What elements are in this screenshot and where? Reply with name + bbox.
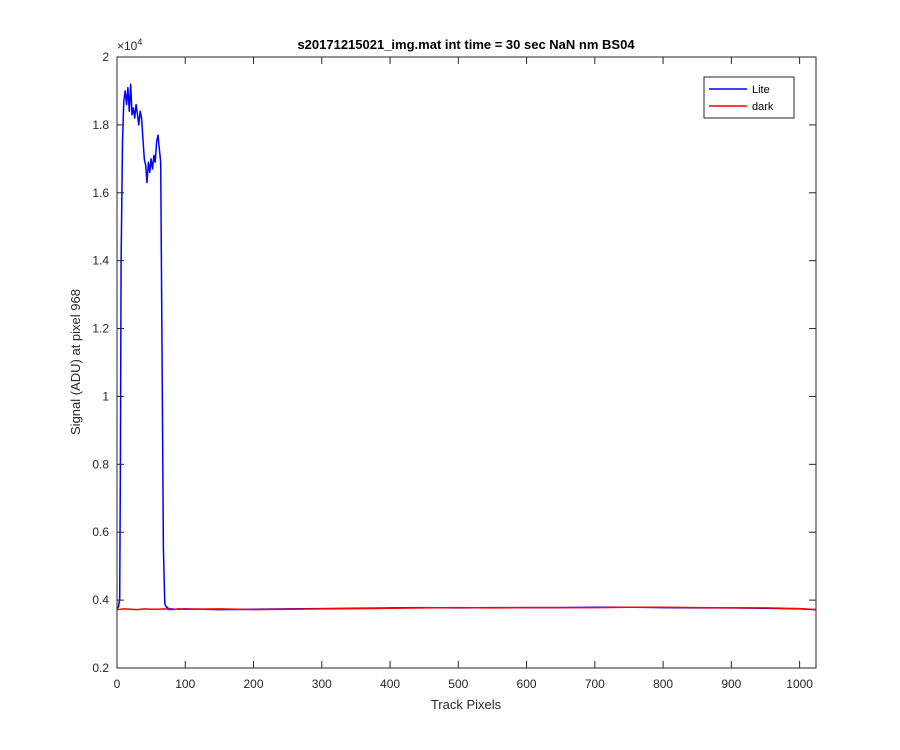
- axes-box: [116, 56, 817, 669]
- chart-title: s20171215021_img.mat int time = 30 sec N…: [297, 37, 635, 52]
- x-tick-label: 1000: [786, 677, 813, 691]
- y-axis-exponent-base: ×10: [117, 39, 138, 53]
- y-tick-label: 1.8: [92, 118, 109, 132]
- y-axis-exponent: ×104: [117, 37, 142, 53]
- plot-area: [117, 57, 816, 668]
- x-tick-label: 0: [114, 677, 121, 691]
- series-line-dark: [116, 606, 817, 611]
- x-tick-label: 900: [721, 677, 741, 691]
- ticks-layer: 0 100 200 300 400 500 600 700 800 900 1000 0.2 0.4 0.…: [92, 50, 816, 691]
- y-tick-label: 0.4: [92, 593, 109, 607]
- x-tick-label: 500: [448, 677, 468, 691]
- legend[interactable]: Lite dark: [703, 76, 795, 119]
- x-tick-label: 800: [653, 677, 673, 691]
- x-axis-label: Track Pixels: [431, 697, 502, 712]
- y-axis-exponent-power: 4: [137, 37, 142, 47]
- y-tick-label: 1.4: [92, 254, 109, 268]
- x-tick-label: 700: [585, 677, 605, 691]
- legend-label-dark: dark: [752, 101, 774, 113]
- y-axis-label: Signal (ADU) at pixel 968: [68, 289, 83, 435]
- y-tick-label: 1: [102, 389, 109, 403]
- y-tick-label: 1.2: [92, 322, 109, 336]
- legend-label-lite: Lite: [752, 84, 770, 96]
- y-tick-label: 1.6: [92, 186, 109, 200]
- y-tick-label: 2: [102, 50, 109, 64]
- legend-box: [703, 76, 795, 119]
- x-tick-label: 300: [312, 677, 332, 691]
- y-tick-label: 0.8: [92, 457, 109, 471]
- series-layer: [116, 83, 817, 611]
- y-tick-label: 0.6: [92, 525, 109, 539]
- x-tick-label: 400: [380, 677, 400, 691]
- x-tick-label: 600: [517, 677, 537, 691]
- y-tick-label: 0.2: [92, 661, 109, 675]
- x-tick-label: 200: [244, 677, 264, 691]
- x-tick-label: 100: [175, 677, 195, 691]
